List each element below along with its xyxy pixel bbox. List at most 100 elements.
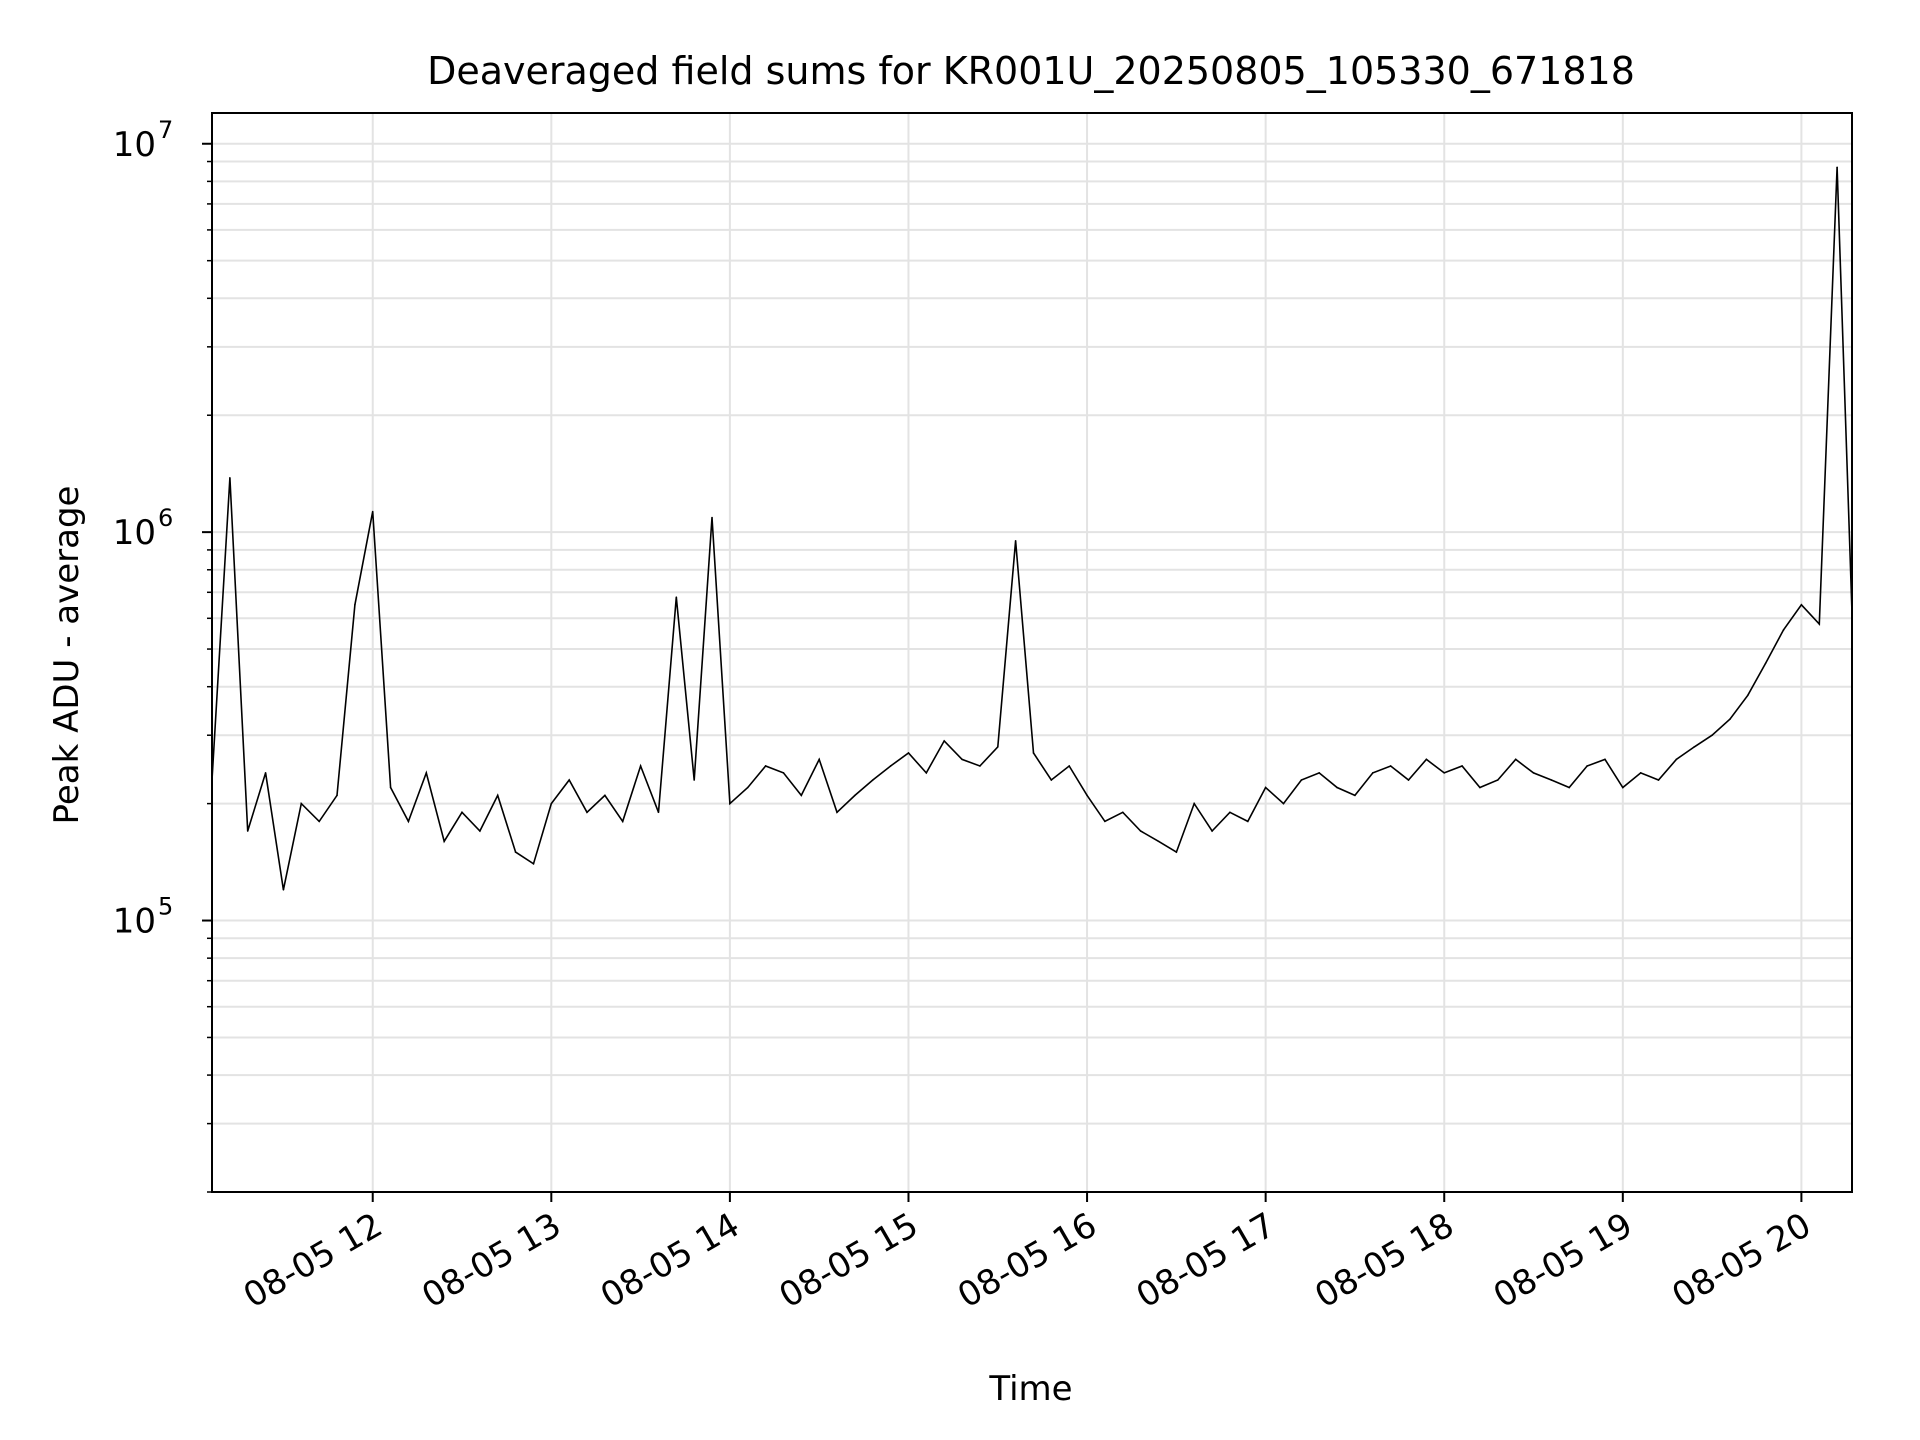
data-point: [425, 772, 428, 774]
data-point: [532, 862, 535, 865]
data-point: [1175, 851, 1178, 853]
data-point: [479, 830, 481, 832]
data-point: [711, 516, 713, 519]
data-point: [1068, 765, 1071, 767]
data-point: [800, 794, 803, 797]
data-point: [1336, 786, 1338, 789]
data-point: [996, 746, 999, 748]
chart-title: Deaveraged field sums for KR001U_2025080…: [427, 49, 1635, 93]
data-point: [836, 811, 838, 814]
data-point: [1657, 779, 1660, 781]
data-point: [746, 786, 749, 789]
data-point: [1282, 802, 1285, 805]
data-point: [1550, 779, 1553, 781]
data-point: [621, 820, 624, 823]
data-point: [229, 477, 231, 479]
data-point: [389, 786, 392, 789]
data-point: [1032, 752, 1035, 754]
y-tick-label: 10: [113, 125, 156, 165]
data-point: [1264, 786, 1267, 789]
data-point: [675, 596, 678, 598]
data-point: [1371, 772, 1374, 774]
data-point: [1121, 811, 1124, 814]
data-point: [246, 830, 249, 832]
y-axis-label: Peak ADU - average: [47, 486, 87, 825]
y-tick-label-exponent: 5: [158, 893, 173, 921]
data-point: [354, 604, 356, 606]
data-point: [693, 779, 695, 781]
data-point: [1586, 765, 1588, 767]
data-point: [1782, 629, 1785, 631]
data-point: [1532, 772, 1535, 774]
data-point: [854, 794, 856, 797]
data-point: [1461, 765, 1463, 767]
data-point: [1443, 772, 1446, 774]
data-point: [1604, 758, 1606, 761]
data-point: [818, 758, 820, 761]
data-point: [300, 802, 303, 805]
data-point: [1246, 820, 1249, 823]
data-point: [1675, 758, 1678, 761]
y-tick-label-exponent: 7: [158, 116, 173, 144]
data-point: [907, 752, 910, 754]
data-point: [461, 811, 463, 814]
data-point: [443, 840, 445, 843]
data-point: [925, 772, 928, 774]
data-point: [1407, 779, 1410, 781]
data-point: [1050, 779, 1053, 781]
data-point: [729, 802, 731, 805]
data-point: [1568, 786, 1571, 789]
data-point: [1693, 746, 1696, 748]
data-point: [586, 811, 588, 814]
data-point: [1300, 779, 1303, 781]
data-point: [1157, 840, 1160, 843]
y-tick-label-exponent: 6: [158, 504, 173, 532]
data-point: [1104, 820, 1106, 823]
data-point: [871, 779, 874, 781]
data-point: [1747, 694, 1749, 697]
data-point: [496, 794, 499, 797]
data-point: [264, 772, 267, 774]
data-point: [943, 740, 945, 742]
data-point: [764, 765, 767, 767]
data-point: [336, 794, 338, 797]
data-point: [514, 851, 517, 853]
data-point: [782, 772, 785, 774]
data-point: [1354, 794, 1356, 797]
data-point: [568, 779, 570, 781]
data-point: [961, 758, 963, 761]
y-tick-label: 10: [113, 513, 156, 553]
data-point: [550, 802, 553, 805]
data-point: [1086, 794, 1088, 797]
data-point: [1211, 830, 1213, 832]
data-point: [657, 811, 660, 814]
data-point: [1622, 786, 1624, 789]
data-point: [1229, 811, 1231, 814]
data-point: [889, 765, 892, 767]
data-point: [1818, 623, 1821, 625]
data-point: [371, 510, 374, 513]
grid: [212, 113, 1852, 1193]
data-point: [1729, 718, 1731, 720]
data-point: [1193, 802, 1196, 805]
data-point: [1139, 830, 1142, 832]
data-point: [979, 765, 981, 767]
data-point: [1514, 758, 1517, 761]
data-point: [1836, 166, 1838, 169]
plot-area-frame: [211, 112, 1853, 1193]
data-point: [1479, 786, 1481, 789]
y-tick-label: 10: [113, 902, 156, 942]
data-point: [639, 765, 642, 767]
data-point: [1764, 662, 1767, 664]
data-point: [1014, 539, 1017, 542]
data-point: [604, 794, 606, 797]
data-point: [1497, 779, 1499, 781]
data-point: [1318, 772, 1321, 774]
data-point: [1425, 758, 1428, 761]
data-point: [1800, 604, 1803, 606]
data-point: [1389, 765, 1392, 767]
data-point: [1711, 734, 1713, 737]
